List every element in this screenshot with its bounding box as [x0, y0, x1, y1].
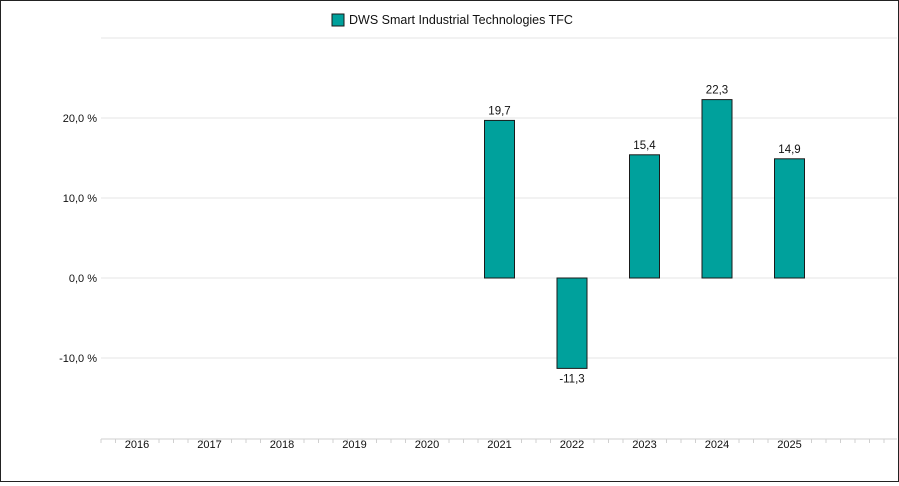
- data-label-2022: -11,3: [559, 373, 584, 385]
- x-tick-label: 2021: [487, 439, 511, 451]
- data-label-2025: 14,9: [778, 144, 800, 156]
- x-tick-label: 2018: [270, 439, 294, 451]
- x-tick-label: 2020: [415, 439, 439, 451]
- y-axis-tick-labels: 20,0 % 10,0 % 0,0 % -10,0 %: [59, 113, 97, 365]
- legend[interactable]: DWS Smart Industrial Technologies TFC: [331, 13, 573, 27]
- x-tick-label: 2025: [777, 439, 801, 451]
- y-tick-label: 20,0 %: [63, 113, 97, 125]
- x-tick-label: 2024: [705, 439, 729, 451]
- bar-2024[interactable]: [701, 99, 733, 279]
- y-tick-label: -10,0 %: [59, 353, 97, 365]
- x-tick-label: 2023: [632, 439, 656, 451]
- x-axis: [100, 438, 897, 443]
- data-labels: 19,7 -11,3 15,4 22,3 14,9: [488, 85, 800, 386]
- data-label-2021: 19,7: [488, 105, 510, 117]
- data-label-2023: 15,4: [633, 140, 656, 152]
- data-label-2024: 22,3: [706, 85, 728, 97]
- legend-label: DWS Smart Industrial Technologies TFC: [349, 13, 573, 27]
- legend-swatch: [331, 13, 345, 27]
- bar-2025[interactable]: [774, 158, 805, 279]
- x-tick-label: 2016: [125, 439, 149, 451]
- x-tick-label: 2022: [560, 439, 584, 451]
- x-tick-label: 2019: [342, 439, 366, 451]
- y-tick-label: 0,0 %: [69, 273, 97, 285]
- bar-2023[interactable]: [629, 154, 660, 279]
- x-axis-tick-labels: 2016 2017 2018 2019 2020 2021 2022 2023 2024 2025: [125, 439, 802, 451]
- x-tick-label: 2017: [197, 439, 221, 451]
- bar-2022[interactable]: [556, 277, 588, 369]
- y-tick-label: 10,0 %: [63, 193, 97, 205]
- bar-2021[interactable]: [484, 119, 515, 279]
- bar-series: [484, 99, 805, 369]
